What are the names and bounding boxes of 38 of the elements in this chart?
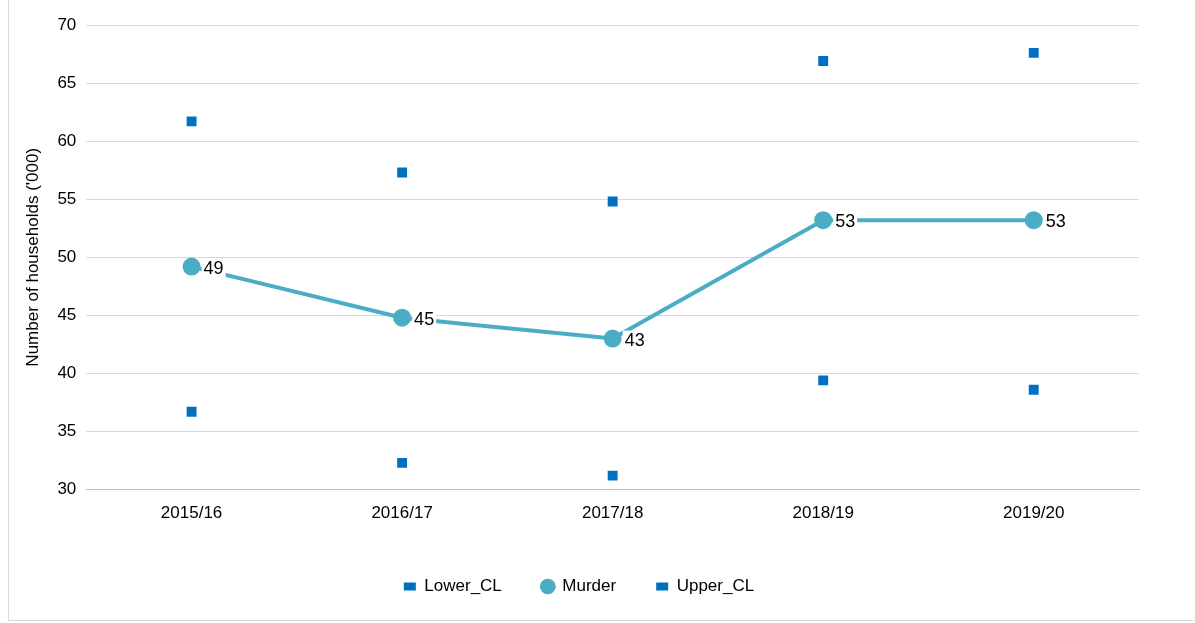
point <box>397 167 408 178</box>
point <box>603 329 622 348</box>
x-tick-label: 2015/16 <box>160 503 223 523</box>
legend-label: Murder <box>562 576 617 596</box>
point <box>1024 211 1043 230</box>
y-axis-title: Number of households ('000) <box>22 147 42 367</box>
point <box>607 470 618 481</box>
y-tick-label: 35 <box>57 421 77 441</box>
y-tick-label: 50 <box>57 246 77 266</box>
point <box>186 116 197 127</box>
y-tick-label: 30 <box>57 479 77 499</box>
point <box>186 406 197 417</box>
x-tick-label: 2016/17 <box>371 503 433 523</box>
legend-label: Upper_CL <box>676 576 755 596</box>
data-label: 49 <box>203 257 224 278</box>
y-tick-label: 60 <box>57 130 77 150</box>
data-label: 45 <box>414 308 435 329</box>
point <box>607 196 618 207</box>
point <box>393 308 412 327</box>
point <box>1028 384 1039 395</box>
x-tick-label: 2017/18 <box>581 503 644 523</box>
point <box>397 457 408 468</box>
y-tick-label: 45 <box>57 305 77 325</box>
y-tick-label: 55 <box>57 188 77 208</box>
x-tick-label: 2019/20 <box>1003 503 1065 523</box>
y-tick-label: 70 <box>57 14 77 34</box>
data-label: 43 <box>624 329 645 350</box>
point <box>818 375 829 386</box>
point <box>182 257 201 276</box>
y-tick-label: 65 <box>57 72 77 92</box>
legend-label: Lower_CL <box>424 576 502 596</box>
point <box>814 211 833 230</box>
y-tick-label: 40 <box>57 363 77 383</box>
data-label: 53 <box>1045 211 1066 232</box>
point <box>818 56 829 66</box>
data-label: 53 <box>835 211 856 232</box>
point <box>1028 47 1039 58</box>
x-tick-label: 2018/19 <box>792 503 854 523</box>
